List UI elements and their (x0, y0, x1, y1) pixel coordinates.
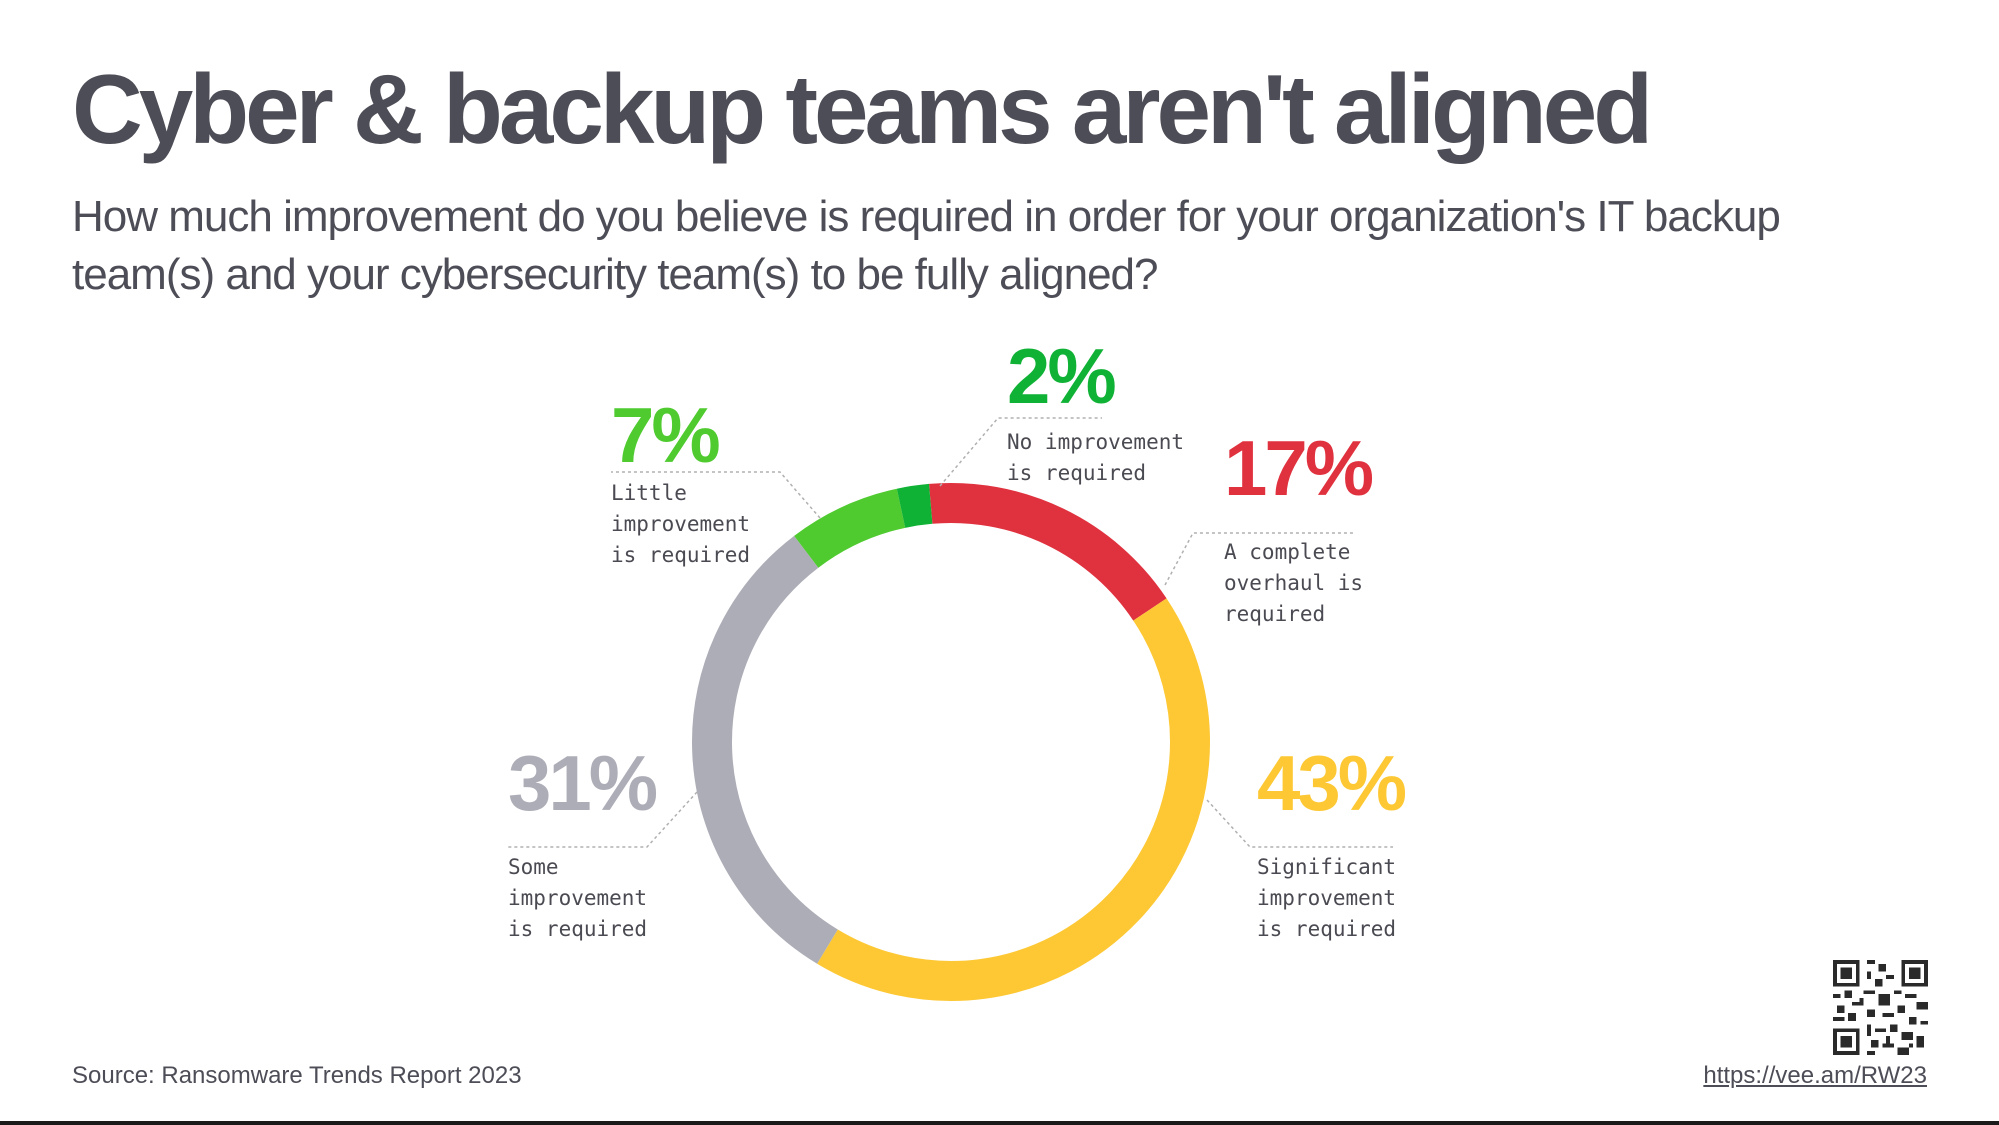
leader-line (508, 791, 698, 848)
page-subtitle: How much improvement do you believe is r… (72, 192, 1781, 299)
source-note: Source: Ransomware Trends Report 2023 (72, 1062, 522, 1089)
donut-chart: 17% A complete overhaul is required 43% Signi… (508, 332, 1409, 1001)
donut-slice (817, 598, 1210, 1001)
slice-percent-label: 7% (611, 391, 719, 479)
donut-arcs (692, 483, 1210, 1001)
slice-category-label: required (1224, 602, 1325, 626)
slice-category-label: Some (508, 855, 559, 879)
slice-percent-label: 2% (1007, 332, 1115, 420)
leader-line (939, 417, 1102, 487)
donut-slice (794, 488, 906, 568)
donut-callouts: 17% A complete overhaul is required 43% Signi… (508, 332, 1409, 941)
slice-category-label: is required (1007, 461, 1146, 485)
slice-category-label: Little (611, 481, 687, 505)
leader-line (1164, 532, 1355, 586)
donut-slice (929, 483, 1167, 621)
slice-category-label: Significant (1257, 855, 1396, 879)
slice-category-label: No improvement (1007, 430, 1184, 454)
slice-category-label: overhaul is (1224, 571, 1363, 595)
slice-percent-label: 43% (1257, 739, 1406, 827)
slice-category-label: is required (508, 917, 647, 941)
slice-category-label: is required (1257, 917, 1396, 941)
slice-percent-label: 17% (1224, 424, 1373, 512)
qr-code-icon (1833, 960, 1928, 1055)
leader-line (611, 471, 821, 519)
bottom-rule (0, 1121, 1999, 1125)
report-link[interactable]: https://vee.am/RW23 (1703, 1062, 1927, 1089)
slice-category-label: is required (611, 543, 750, 567)
slice-category-label: improvement (508, 886, 647, 910)
slice-percent-label: 31% (508, 739, 657, 827)
slice-category-label: A complete (1224, 540, 1350, 564)
donut-slice (692, 535, 838, 964)
slice-category-label: improvement (611, 512, 750, 536)
page-title: Cyber & backup teams aren't aligned (72, 54, 1653, 164)
slice-category-label: improvement (1257, 886, 1396, 910)
donut-slice (896, 483, 933, 528)
